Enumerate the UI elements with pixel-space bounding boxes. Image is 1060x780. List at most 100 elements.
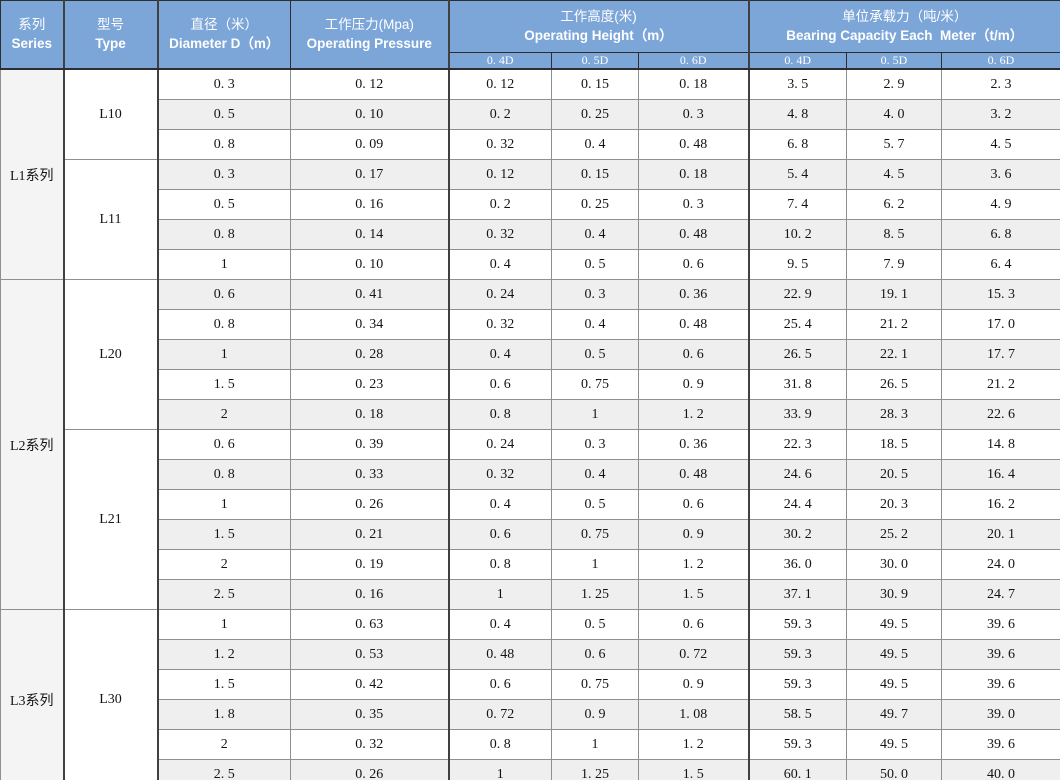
value-cell: 0. 9 xyxy=(638,369,749,400)
value-cell: 4. 9 xyxy=(940,189,1060,220)
value-cell: 0. 48 xyxy=(447,639,552,670)
value-cell: 0. 5 xyxy=(551,339,639,370)
value-cell: 30. 9 xyxy=(846,579,942,610)
value-cell: 0. 8 xyxy=(447,549,552,580)
value-cell: 0. 2 xyxy=(447,189,552,220)
value-cell: 58. 5 xyxy=(747,699,847,730)
value-cell: 0. 75 xyxy=(551,669,639,700)
value-cell: 0. 6 xyxy=(638,609,749,640)
value-cell: 2. 3 xyxy=(940,68,1060,100)
header-bearing-capacity-en: Bearing Capacity Each Meter（t/m） xyxy=(786,28,1024,44)
header-pressure-zh: 工作压力(Mpa) xyxy=(324,16,414,32)
value-cell: 49. 5 xyxy=(846,609,942,640)
subheader-capacity-05d: 0. 5D xyxy=(846,52,942,70)
value-cell: 49. 5 xyxy=(846,729,942,760)
value-cell: 1 xyxy=(156,609,291,640)
value-cell: 18. 5 xyxy=(846,429,942,460)
value-cell: 49. 5 xyxy=(846,639,942,670)
value-cell: 0. 8 xyxy=(156,219,291,250)
header-series: 系列 Series xyxy=(0,0,64,70)
value-cell: 39. 6 xyxy=(940,639,1060,670)
value-cell: 0. 09 xyxy=(290,129,449,160)
value-cell: 59. 3 xyxy=(747,669,847,700)
header-type-en: Type xyxy=(95,36,126,52)
value-cell: 39. 6 xyxy=(940,729,1060,760)
value-cell: 0. 10 xyxy=(290,99,449,130)
value-cell: 15. 3 xyxy=(940,279,1060,310)
value-cell: 0. 12 xyxy=(447,68,552,100)
value-cell: 0. 4 xyxy=(551,309,639,340)
value-cell: 0. 5 xyxy=(551,249,639,280)
value-cell: 0. 12 xyxy=(447,159,552,190)
table-row: 0. 8 0. 14 0. 32 0. 4 0. 48 10. 2 8. 5 6. 8 xyxy=(1,219,1060,250)
value-cell: 0. 6 xyxy=(156,279,291,310)
header-diameter: 直径（米） Diameter D（m） xyxy=(156,0,291,70)
value-cell: 0. 33 xyxy=(290,459,449,490)
value-cell: 24. 6 xyxy=(747,459,847,490)
value-cell: 30. 2 xyxy=(747,519,847,550)
table-row: 1. 8 0. 35 0. 72 0. 9 1. 08 58. 5 49. 7 39. 0 xyxy=(1,699,1060,730)
value-cell: 1 xyxy=(156,339,291,370)
table-row: L2系列 L20 0. 6 0. 41 0. 24 0. 3 0. 36 22. 9 19. 1… xyxy=(0,279,1060,610)
value-cell: 28. 3 xyxy=(846,399,942,430)
table-row: 2. 5 0. 26 1 1. 25 1. 5 60. 1 50. 0 40. 0 xyxy=(1,759,1060,780)
table-row: 1. 5 0. 42 0. 6 0. 75 0. 9 59. 3 49. 5 39. 6 xyxy=(1,669,1060,700)
value-cell: 7. 9 xyxy=(846,249,942,280)
value-cell: 0. 72 xyxy=(447,699,552,730)
value-cell: 7. 4 xyxy=(747,189,847,220)
header-type: 型号 Type xyxy=(62,0,158,70)
value-cell: 24. 4 xyxy=(747,489,847,520)
value-cell: 0. 3 xyxy=(156,159,291,190)
header-pressure: 工作压力(Mpa) Operating Pressure xyxy=(290,0,449,70)
value-cell: 6. 2 xyxy=(846,189,942,220)
value-cell: 0. 32 xyxy=(447,129,552,160)
value-cell: 0. 5 xyxy=(156,189,291,220)
value-cell: 20. 3 xyxy=(846,489,942,520)
value-cell: 37. 1 xyxy=(747,579,847,610)
value-cell: 0. 17 xyxy=(290,159,449,190)
value-cell: 0. 35 xyxy=(290,699,449,730)
value-cell: 6. 8 xyxy=(747,129,847,160)
value-cell: 0. 19 xyxy=(290,549,449,580)
subheader-height-04d: 0. 4D xyxy=(447,52,552,70)
value-cell: 0. 3 xyxy=(638,99,749,130)
value-cell: 0. 6 xyxy=(551,639,639,670)
value-cell: 0. 8 xyxy=(447,729,552,760)
header-bearing-capacity-zh: 单位承载力（吨/米） xyxy=(842,8,968,24)
value-cell: 33. 9 xyxy=(747,399,847,430)
value-cell: 0. 15 xyxy=(551,68,639,100)
header-bearing-capacity: 单位承载力（吨/米） Bearing Capacity Each Meter（t… xyxy=(747,0,1060,53)
header-main-row: 系列 Series 型号 Type 直径（米） Diameter D（m） 工作… xyxy=(0,0,1060,70)
value-cell: 0. 6 xyxy=(638,339,749,370)
value-cell: 0. 32 xyxy=(447,459,552,490)
value-cell: 0. 24 xyxy=(447,429,552,460)
value-cell: 0. 9 xyxy=(638,669,749,700)
value-cell: 1 xyxy=(551,399,639,430)
value-cell: 2 xyxy=(156,399,291,430)
value-cell: 0. 2 xyxy=(447,99,552,130)
value-cell: 40. 0 xyxy=(940,759,1060,780)
header-sub-row: 0. 4D 0. 5D 0. 6D 0. 4D 0. 5D 0. 6D xyxy=(1,52,1060,70)
value-cell: 24. 7 xyxy=(940,579,1060,610)
type-cell: L21 xyxy=(62,429,158,610)
value-cell: 31. 8 xyxy=(747,369,847,400)
value-cell: 25. 2 xyxy=(846,519,942,550)
type-cell: L11 xyxy=(62,159,158,280)
value-cell: 26. 5 xyxy=(846,369,942,400)
value-cell: 1. 2 xyxy=(638,729,749,760)
value-cell: 4. 0 xyxy=(846,99,942,130)
value-cell: 1 xyxy=(447,759,552,780)
value-cell: 5. 7 xyxy=(846,129,942,160)
value-cell: 0. 15 xyxy=(551,159,639,190)
value-cell: 4. 5 xyxy=(846,159,942,190)
value-cell: 36. 0 xyxy=(747,549,847,580)
value-cell: 0. 36 xyxy=(638,429,749,460)
value-cell: 0. 32 xyxy=(447,309,552,340)
table-row: 0. 8 0. 09 0. 32 0. 4 0. 48 6. 8 5. 7 4. 5 xyxy=(1,129,1060,160)
value-cell: 0. 5 xyxy=(551,609,639,640)
value-cell: 16. 2 xyxy=(940,489,1060,520)
value-cell: 0. 6 xyxy=(638,489,749,520)
value-cell: 50. 0 xyxy=(846,759,942,780)
